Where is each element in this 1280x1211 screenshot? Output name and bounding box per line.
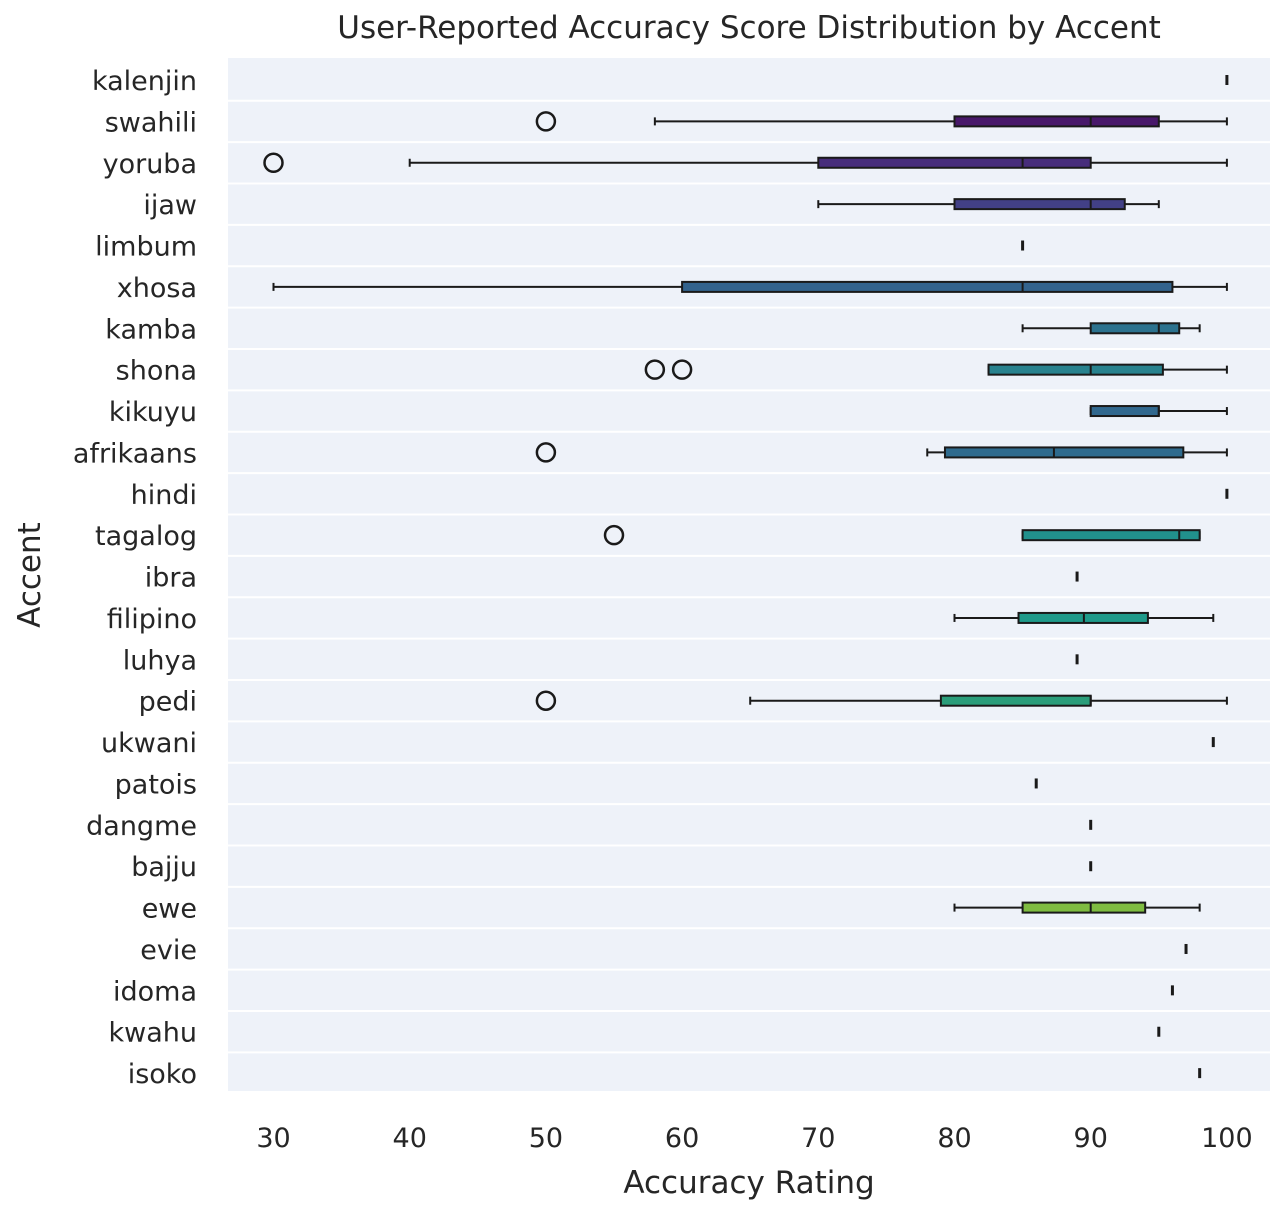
outlier-point bbox=[603, 524, 625, 546]
iqr-box bbox=[939, 694, 1092, 707]
box-pedi bbox=[535, 690, 1228, 711]
outlier-point bbox=[535, 111, 557, 132]
x-tick-label: 90 bbox=[1074, 1123, 1108, 1154]
iqr-box bbox=[681, 280, 1174, 293]
iqr-box bbox=[1089, 405, 1160, 418]
y-tick-label: ijaw bbox=[143, 190, 197, 221]
outlier-point bbox=[535, 442, 557, 463]
y-tick-label: kamba bbox=[105, 314, 197, 345]
y-tick-label: bajju bbox=[131, 852, 197, 883]
outlier-point bbox=[263, 152, 284, 174]
box-xhosa bbox=[272, 280, 1228, 293]
box-filipino bbox=[953, 611, 1215, 624]
x-tick-label: 30 bbox=[256, 1123, 290, 1154]
iqr-box bbox=[1021, 901, 1147, 914]
iqr-box bbox=[1021, 529, 1201, 542]
y-tick-label: ukwani bbox=[101, 728, 197, 759]
y-tick-label: swahili bbox=[105, 107, 197, 138]
box-afrikaans bbox=[535, 442, 1228, 463]
y-tick-label: kikuyu bbox=[109, 397, 197, 428]
plot-area bbox=[228, 58, 1270, 1091]
iqr-box bbox=[953, 115, 1160, 128]
y-tick-label: ibra bbox=[145, 563, 197, 594]
x-tick-label: 80 bbox=[937, 1123, 971, 1154]
box-ewe bbox=[953, 901, 1201, 914]
y-tick-label: dangme bbox=[86, 811, 197, 842]
box-shona bbox=[644, 359, 1228, 380]
box-tagalog bbox=[603, 524, 1201, 546]
box-kamba bbox=[1021, 322, 1201, 335]
iqr-box bbox=[817, 156, 1092, 169]
y-tick-label: xhosa bbox=[117, 273, 197, 304]
x-tick-label: 100 bbox=[1201, 1123, 1253, 1154]
y-tick-label: evie bbox=[140, 935, 197, 966]
box-yoruba bbox=[263, 152, 1228, 174]
x-tick-label: 40 bbox=[393, 1123, 427, 1154]
y-tick-label: kwahu bbox=[109, 1018, 198, 1049]
y-tick-label: kalenjin bbox=[92, 66, 197, 97]
y-tick-label: yoruba bbox=[103, 149, 197, 180]
iqr-box bbox=[1089, 322, 1181, 335]
chart-title: User-Reported Accuracy Score Distributio… bbox=[337, 10, 1161, 46]
y-tick-label: ewe bbox=[142, 894, 197, 925]
x-tick-labels: 30 40 50 60 70 80 90 100 bbox=[256, 1123, 1252, 1154]
y-tick-label: luhya bbox=[123, 645, 197, 676]
y-tick-label: filipino bbox=[107, 604, 197, 635]
box-series bbox=[263, 75, 1229, 1079]
y-tick-label: shona bbox=[116, 356, 197, 387]
y-tick-label: afrikaans bbox=[73, 438, 197, 469]
y-tick-label: tagalog bbox=[95, 521, 197, 552]
x-axis-label: Accuracy Rating bbox=[623, 1165, 874, 1201]
y-tick-labels: kalenjin swahili yoruba ijaw limbum xhosa kamb… bbox=[73, 66, 197, 1090]
iqr-box bbox=[987, 363, 1164, 376]
outlier-point bbox=[671, 359, 693, 380]
box-kikuyu bbox=[1089, 405, 1228, 418]
grid-lines bbox=[228, 99, 1270, 1095]
x-tick-label: 50 bbox=[529, 1123, 563, 1154]
iqr-box bbox=[943, 446, 1185, 459]
y-axis-label: Accent bbox=[12, 522, 48, 628]
x-tick-label: 70 bbox=[801, 1123, 835, 1154]
x-tick-label: 60 bbox=[665, 1123, 699, 1154]
outlier-point bbox=[535, 690, 557, 711]
y-tick-label: idoma bbox=[113, 976, 197, 1007]
y-tick-label: hindi bbox=[131, 480, 197, 511]
box-swahili bbox=[535, 111, 1228, 132]
box-ijaw bbox=[817, 198, 1160, 211]
y-tick-label: isoko bbox=[128, 1059, 197, 1090]
y-tick-label: pedi bbox=[139, 687, 197, 718]
y-tick-label: limbum bbox=[95, 232, 197, 263]
outlier-point bbox=[644, 359, 666, 380]
y-tick-label: patois bbox=[115, 769, 197, 800]
iqr-box bbox=[953, 198, 1126, 211]
